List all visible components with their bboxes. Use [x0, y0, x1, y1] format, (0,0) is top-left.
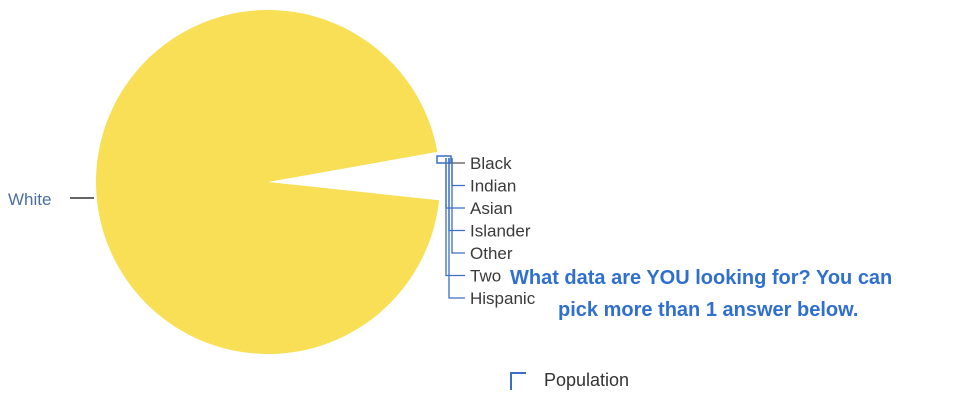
- label-other: Other: [470, 244, 513, 263]
- leader-two: [445, 158, 465, 277]
- option-population[interactable]: Population: [510, 370, 629, 391]
- leader-lines: [70, 155, 465, 299]
- question-line-2: pick more than 1 answer below.: [558, 299, 859, 321]
- pie-slice-two: [268, 182, 440, 195]
- pie-slice-other: [268, 182, 440, 189]
- label-white: White: [8, 190, 51, 209]
- pie-slice-white: [96, 10, 440, 355]
- leader-anchor: [436, 155, 452, 164]
- slice-labels: White Black Indian Asian Islander Other Two His…: [8, 154, 536, 308]
- leader-indian: [451, 158, 465, 187]
- leader-other: [451, 158, 465, 254]
- pie-slice-indian: [268, 167, 440, 182]
- label-black: Black: [470, 154, 512, 173]
- label-indian: Indian: [470, 177, 516, 196]
- label-islander: Islander: [470, 222, 531, 241]
- question-prompt: What data are YOU looking for? You can p…: [510, 262, 960, 326]
- pie-slice-islander: [268, 181, 440, 185]
- pie-slice-asian: [268, 173, 440, 182]
- population-checkbox[interactable]: [510, 371, 526, 390]
- pie-slice-hispanic: [268, 182, 440, 201]
- label-asian: Asian: [470, 199, 513, 218]
- population-label: Population: [544, 370, 630, 390]
- label-hispanic: Hispanic: [470, 289, 536, 308]
- question-line-1: What data are YOU looking for? You can: [510, 267, 893, 289]
- label-two: Two: [470, 267, 501, 286]
- pie-slice-black: [268, 151, 440, 182]
- leader-hispanic: [448, 158, 465, 299]
- pie-slices: [96, 10, 440, 355]
